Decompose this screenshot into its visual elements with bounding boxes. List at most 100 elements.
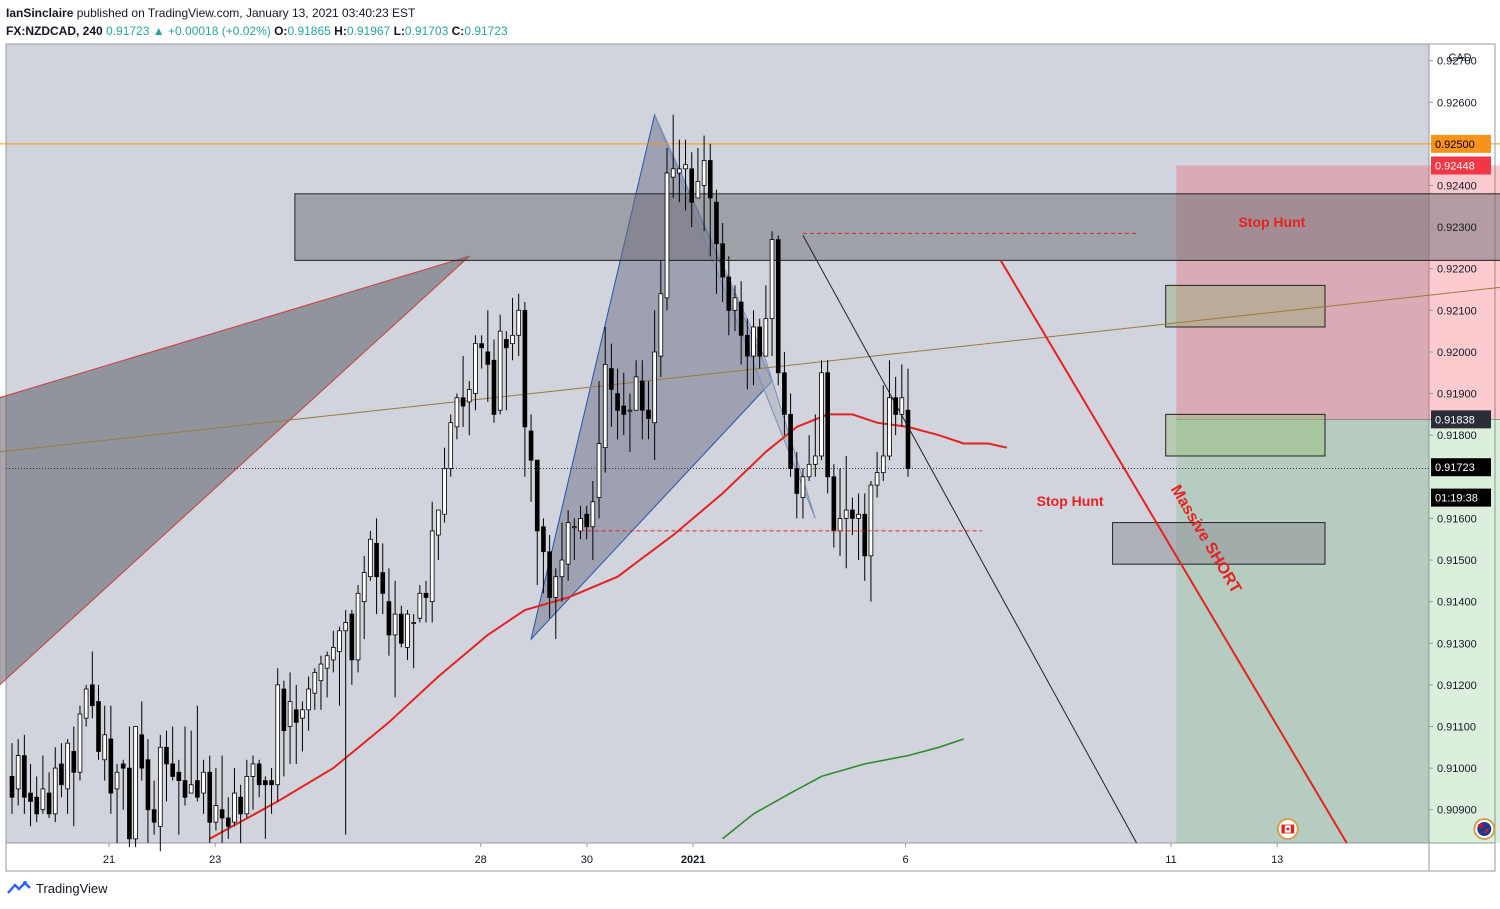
price-tag-bg-4 — [1431, 488, 1491, 507]
time-axis-label: 13 — [1271, 854, 1283, 866]
candle-body — [114, 771, 120, 790]
candle-body — [893, 397, 898, 415]
candle-body — [769, 239, 775, 320]
price-axis-label: 0.92300 — [1437, 222, 1477, 234]
candle-body — [386, 601, 392, 636]
price-tag-2: 0.91838 — [1435, 414, 1475, 426]
supply-demand-box-0 — [294, 193, 1500, 261]
candle-body — [534, 459, 540, 532]
candle-body — [516, 309, 522, 336]
supply-demand-box-2 — [1165, 413, 1326, 457]
candle-body — [504, 339, 509, 349]
candle-body — [887, 397, 892, 457]
candle-body — [34, 796, 40, 815]
candle-body — [473, 343, 478, 394]
supply-demand-box-1 — [1165, 284, 1326, 328]
price-axis-label: 0.92600 — [1437, 97, 1477, 109]
stop-hunt-label-0: Stop Hunt — [1238, 214, 1305, 230]
candle-body — [331, 647, 336, 661]
time-axis-label: 11 — [1165, 854, 1176, 866]
candle-body — [466, 389, 472, 403]
price-axis-label: 0.90900 — [1437, 805, 1477, 817]
candle-body — [133, 726, 138, 840]
candle-body — [281, 688, 287, 732]
candle-body — [689, 168, 695, 203]
candle-body — [843, 509, 849, 519]
candle-body — [602, 364, 608, 449]
time-axis-label: 2021 — [681, 854, 705, 866]
trend-line-0 — [802, 235, 1138, 844]
price-axis-label: 0.91100 — [1437, 721, 1476, 733]
candle-body — [695, 180, 701, 199]
last-price: 0.91723 — [106, 24, 150, 38]
candle-body — [633, 376, 639, 411]
price-axis-label: 0.91600 — [1437, 513, 1477, 525]
candle-body — [788, 413, 793, 469]
price-axis-label: 0.91300 — [1437, 638, 1477, 650]
price-change: +0.00018 (+0.02%) — [168, 24, 271, 38]
candle-body — [905, 409, 911, 469]
candle-body — [349, 613, 355, 661]
candle-body — [120, 763, 126, 769]
candle-body — [176, 771, 182, 781]
candle-body — [108, 738, 114, 794]
candle-body — [368, 538, 373, 578]
candle-body — [182, 780, 188, 798]
candle-body — [541, 526, 546, 553]
candle-body — [429, 530, 435, 603]
candle-body — [405, 613, 410, 648]
candle-body — [782, 372, 787, 415]
candle-body — [714, 201, 719, 245]
candle-body — [775, 239, 781, 374]
candle-body — [850, 509, 855, 519]
candle-body — [219, 809, 225, 819]
candle-body — [670, 168, 676, 178]
candle-body — [510, 334, 515, 345]
candle-body — [232, 792, 237, 823]
candle-body — [794, 468, 800, 494]
flag-band — [1281, 825, 1285, 833]
candle-body — [553, 576, 559, 598]
price-axis-label: 0.91800 — [1437, 430, 1477, 442]
candle-body — [374, 542, 379, 578]
candle-body — [28, 792, 33, 802]
candle-body — [572, 526, 577, 529]
time-axis-label: 23 — [209, 854, 221, 866]
candle-body — [658, 293, 664, 357]
candle-body — [664, 172, 670, 299]
price-axis-label: 0.92700 — [1437, 56, 1477, 68]
candle-body — [491, 359, 497, 415]
candle-body — [683, 164, 688, 170]
price-tag-3: 0.91723 — [1435, 462, 1475, 474]
candle-body — [145, 759, 151, 811]
candle-body — [652, 351, 657, 424]
candle-body — [757, 326, 763, 357]
candle-body — [454, 397, 460, 428]
price-axis-label: 0.91500 — [1437, 555, 1477, 567]
candle-body — [213, 805, 219, 823]
candle-body — [269, 780, 274, 786]
candle-body — [874, 472, 880, 486]
candle-body — [102, 734, 108, 761]
candle-body — [590, 501, 596, 528]
candle-body — [256, 763, 262, 786]
candle-body — [528, 430, 534, 461]
candle-body — [201, 771, 206, 794]
change-arrow-icon: ▲ — [152, 24, 165, 38]
author-name[interactable]: IanSinclaire — [6, 6, 74, 20]
price-tag-0: 0.92500 — [1435, 139, 1475, 151]
candle-body — [83, 688, 89, 719]
publish-text: published on TradingView.com, January 13… — [76, 6, 416, 20]
close-label: C: — [451, 24, 465, 38]
candle-body — [578, 518, 583, 532]
candle-body — [596, 443, 602, 498]
candle-body — [195, 780, 200, 798]
price-axis-label: 0.92100 — [1437, 305, 1477, 317]
tradingview-footer[interactable]: TradingView — [6, 880, 108, 896]
harmonic-pattern-0 — [0, 255, 470, 686]
flag-band — [1290, 825, 1294, 833]
symbol-label[interactable]: FX:NZDCAD, 240 — [6, 24, 103, 38]
candle-body — [862, 513, 868, 557]
candle-body — [856, 513, 861, 519]
